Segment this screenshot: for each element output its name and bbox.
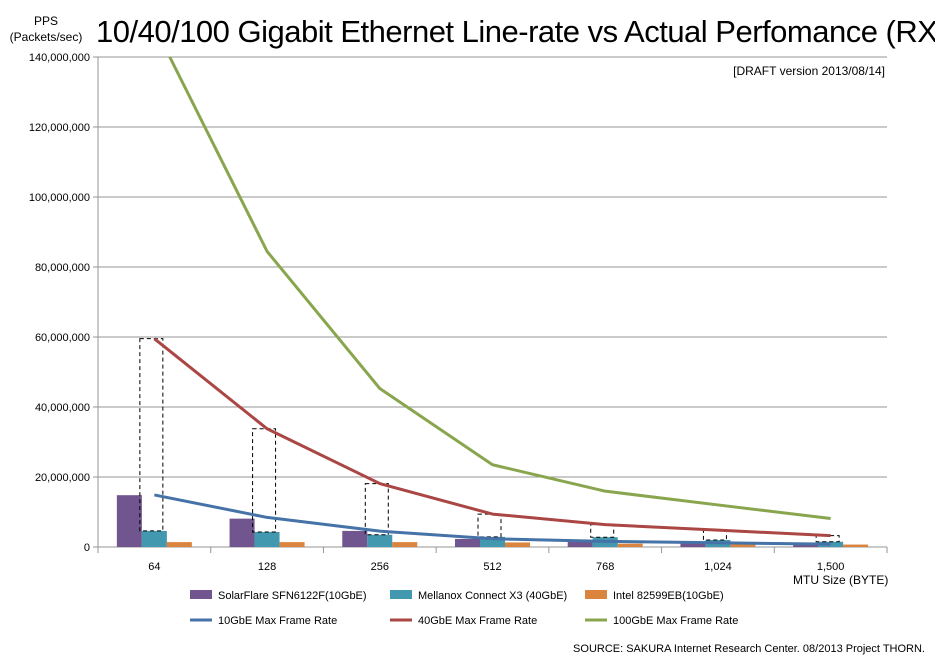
- legend-swatch: [585, 590, 607, 599]
- y-tick-label: 0: [84, 542, 90, 554]
- bar-0: [229, 518, 255, 547]
- bar-1: [367, 534, 393, 547]
- bar-2: [730, 544, 756, 547]
- legend-label: Intel 82599EB(10GbE): [613, 590, 724, 602]
- bar-1: [480, 536, 505, 547]
- x-tick-label: 64: [148, 561, 160, 573]
- draft-annotation: [DRAFT version 2013/08/14]: [733, 64, 885, 78]
- legend-swatch: [190, 590, 212, 599]
- y-tick-label: 140,000,000: [29, 52, 90, 64]
- bar-2: [505, 542, 530, 547]
- y-tick-label: 60,000,000: [35, 332, 90, 344]
- x-axis-label: MTU Size (BYTE): [793, 573, 889, 587]
- gap-box: [477, 513, 502, 538]
- bar-2: [843, 544, 869, 547]
- line-2: [168, 57, 831, 521]
- line-0: [154, 493, 831, 546]
- source-note: SOURCE: SAKURA Internet Research Center.…: [573, 643, 925, 655]
- legend-swatch: [390, 590, 412, 599]
- bar-1: [818, 541, 844, 547]
- bar-0: [793, 544, 819, 547]
- bar-0: [116, 495, 142, 547]
- bar-0: [680, 543, 706, 547]
- bar-2: [392, 542, 418, 547]
- bar-1: [141, 530, 167, 547]
- y-tick-label: 120,000,000: [29, 122, 90, 134]
- bar-2: [617, 543, 643, 547]
- x-tick-label: 1,024: [704, 561, 732, 573]
- legend-label: SolarFlare SFN6122F(10GbE): [218, 590, 367, 602]
- gap-box: [139, 338, 164, 532]
- legend-label: 100GbE Max Frame Rate: [613, 615, 738, 627]
- y-tick-label: 20,000,000: [35, 472, 90, 484]
- x-tick-label: 512: [483, 561, 501, 573]
- y-tick-label: 80,000,000: [35, 262, 90, 274]
- gap-box: [364, 483, 389, 536]
- legend-label: Mellanox Connect X3 (40GbE): [418, 590, 567, 602]
- chart-title: 10/40/100 Gigabit Ethernet Line-rate vs …: [96, 14, 935, 49]
- bar-2: [166, 542, 192, 547]
- bar-0: [342, 530, 368, 547]
- bar-1: [254, 531, 280, 547]
- y-tick-label: 100,000,000: [29, 192, 90, 204]
- gap-box: [590, 524, 615, 538]
- bar-2: [279, 542, 305, 547]
- bar-0: [567, 541, 593, 547]
- x-tick-label: 768: [596, 561, 614, 573]
- legend-label: 10GbE Max Frame Rate: [218, 615, 337, 627]
- x-tick-label: 256: [371, 561, 389, 573]
- legend-label: 40GbE Max Frame Rate: [418, 615, 537, 627]
- bar-0: [455, 538, 480, 547]
- line-1: [153, 337, 831, 538]
- y-axis-label: PPS (Packets/sec): [9, 14, 83, 44]
- x-tick-label: 128: [258, 561, 276, 573]
- x-tick-label: 1,500: [817, 561, 845, 573]
- gap-box: [702, 529, 727, 541]
- y-tick-label: 40,000,000: [35, 402, 90, 414]
